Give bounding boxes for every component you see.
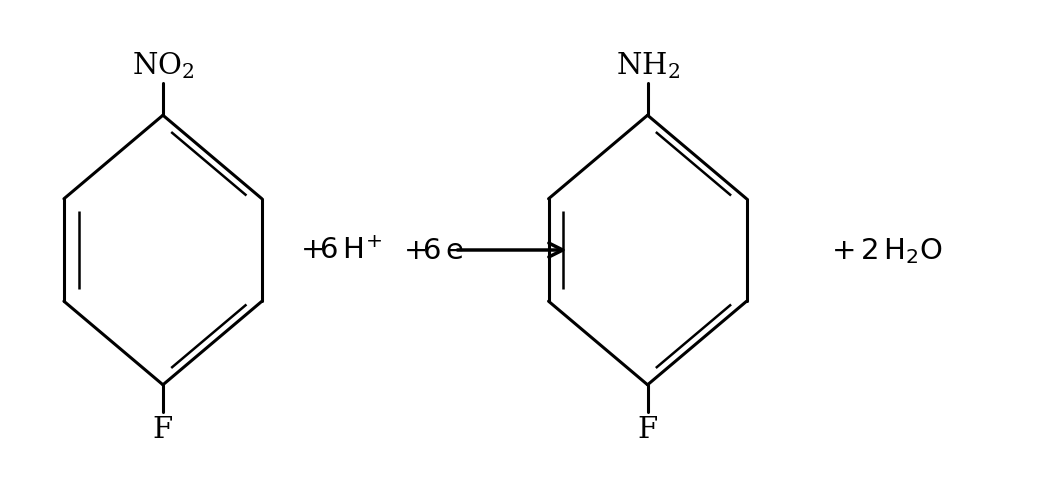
- Text: $+\!6\,\mathrm{e}$: $+\!6\,\mathrm{e}$: [402, 236, 464, 265]
- Text: $\mathrm{NH_2}$: $\mathrm{NH_2}$: [616, 51, 679, 81]
- Text: $+\!6\,\mathrm{H}^{+}$: $+\!6\,\mathrm{H}^{+}$: [300, 236, 381, 265]
- Text: $+\,2\,\mathrm{H_2O}$: $+\,2\,\mathrm{H_2O}$: [832, 235, 943, 266]
- Text: F: F: [153, 415, 173, 443]
- Text: F: F: [637, 415, 657, 443]
- Text: $\mathrm{NO_2}$: $\mathrm{NO_2}$: [132, 51, 194, 81]
